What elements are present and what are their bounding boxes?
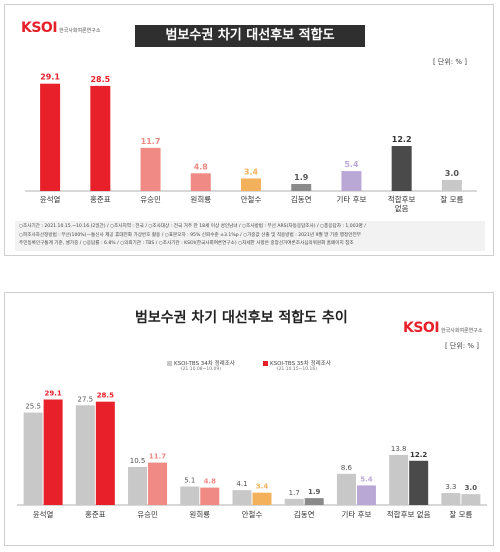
ksoi-logo: KSOI 한국사회여론연구소	[21, 17, 100, 36]
bar-series-34	[180, 486, 200, 505]
bar-chart-2: 25.529.1 윤석열 27.5 28.5 홍준표 10.511.7 유승민 5.1 4.8 원…	[17, 390, 487, 519]
chart-panel-2: 범보수권 차기 대선후보 적합도 추이 KSOI 한국사회여론연구소 [ 단위: …	[4, 292, 494, 546]
data-label: 3.0	[445, 169, 460, 178]
bar-series-35	[43, 399, 63, 505]
category-label: 유승민	[140, 194, 161, 204]
footnote-line: ○피조사자선정방법 : 무선(100%)—통신사 제공 휴대전화 가상번호 활용…	[19, 232, 361, 238]
category-label: 안철수	[242, 509, 263, 519]
legend-swatch	[263, 361, 268, 366]
bar-series-35	[200, 487, 220, 505]
data-label: 5.1	[184, 477, 195, 485]
legend-swatch	[167, 361, 172, 366]
bar-series-34	[128, 466, 148, 505]
bar-series-34	[441, 493, 461, 505]
category-label: 윤석열	[33, 509, 54, 519]
category-label: 적합후보	[388, 194, 416, 204]
category-label: 잘 모름	[449, 510, 472, 519]
bar-series-34	[336, 473, 356, 505]
data-label: 4.8	[204, 478, 217, 486]
data-label: 3.4	[256, 483, 269, 491]
logo-text: KSOI	[21, 20, 58, 36]
data-label: 12.2	[410, 451, 427, 459]
bar	[140, 147, 161, 191]
data-label: 1.9	[308, 488, 321, 496]
legend-period: (21.10.08~10.09)	[180, 367, 222, 372]
data-label: 3.4	[244, 167, 259, 176]
chart-title: 범보수권 차기 대선후보 적합도 추이	[135, 310, 348, 326]
category-label: 윤석열	[40, 194, 61, 204]
bar-chart-1: 29.1 윤석열 28.5 홍준표 11.7 유승민 4.8 원희룡 3.4 안철수 1.9 김동연 5…	[25, 73, 477, 213]
category-label: 기타 후보	[336, 195, 366, 204]
legend-period: (21.10.15~10.16)	[276, 367, 318, 372]
bar-series-35	[252, 492, 272, 505]
category-label: 안철수	[241, 194, 262, 204]
category-label: 유승민	[137, 509, 158, 519]
category-label: 적합후보 없음	[387, 509, 431, 519]
bar-series-34	[389, 454, 409, 505]
data-label: 8.6	[341, 464, 353, 472]
data-label: 11.7	[141, 137, 161, 146]
bar-series-35	[356, 485, 376, 505]
category-label: 없음	[395, 204, 409, 213]
bar	[40, 83, 61, 191]
data-label: 5.4	[344, 160, 359, 169]
chart-panel-1: KSOI 한국사회여론연구소 범보수권 차기 대선후보 적합도 [ 단위: % ]…	[4, 4, 494, 256]
category-label: 김동연	[291, 194, 312, 204]
bar-series-34	[232, 490, 252, 505]
bar-series-34	[75, 405, 95, 505]
data-label: 28.5	[90, 75, 110, 84]
data-label: 10.5	[130, 457, 146, 465]
category-label: 홍준표	[85, 509, 106, 519]
data-label: 29.1	[40, 73, 60, 82]
category-label: 김동연	[294, 509, 315, 519]
legend-item-34: KSOI-TBS 34차 정례조사 (21.10.08~10.09)	[167, 359, 235, 372]
unit-label: [ 단위: % ]	[432, 58, 467, 66]
category-label: 홍준표	[90, 194, 111, 204]
data-label: 13.8	[391, 445, 407, 453]
data-label: 25.5	[25, 403, 41, 411]
logo-text: KSOI	[403, 320, 440, 336]
legend-label: KSOI-TBS 34차 정례조사	[174, 361, 235, 367]
bar	[391, 146, 412, 191]
data-label: 11.7	[149, 453, 166, 461]
logo-subtitle: 한국사회여론연구소	[441, 328, 483, 334]
unit-label: [ 단위: % ]	[444, 342, 479, 350]
data-label: 3.3	[445, 483, 456, 491]
footnote-line: 주민등록인구통계 기준, 셀가중 / ○응답률 : 6.8% / ○의뢰기관 :…	[19, 241, 354, 246]
bar-series-35	[304, 498, 324, 505]
legend-item-35: KSOI-TBS 35차 정례조사 (21.10.15~10.16)	[263, 359, 331, 372]
data-label: 28.5	[97, 392, 114, 400]
bar-series-35	[461, 494, 481, 505]
ksoi-logo: KSOI 한국사회여론연구소	[403, 317, 482, 336]
bar	[291, 183, 312, 191]
logo-subtitle: 한국사회여론연구소	[59, 28, 101, 34]
data-label: 4.8	[194, 162, 209, 171]
legend-label: KSOI-TBS 35차 정례조사	[270, 361, 331, 367]
data-label: 4.1	[236, 480, 247, 488]
bar	[341, 171, 362, 191]
bar-series-34	[284, 498, 304, 505]
data-label: 29.1	[44, 390, 61, 398]
category-label: 원희룡	[189, 509, 210, 519]
bar	[90, 85, 111, 191]
bar	[441, 179, 462, 191]
data-label: 1.9	[294, 173, 309, 182]
bar-series-35	[148, 462, 168, 505]
chart-title: 범보수권 차기 대선후보 적합도	[135, 25, 365, 47]
category-label: 기타 후보	[341, 510, 371, 519]
bar	[241, 178, 261, 191]
bar-series-35	[409, 460, 429, 505]
data-label: 27.5	[78, 395, 94, 403]
category-label: 잘 모름	[440, 195, 463, 204]
bar	[190, 173, 211, 191]
bar-series-35	[95, 401, 115, 505]
survey-footnote: ○조사기간 : 2021.10.15.~10.16.(2일간) / ○조사지역 …	[15, 221, 485, 251]
data-label: 5.4	[360, 475, 373, 483]
bar-series-34	[23, 412, 43, 505]
data-label: 1.7	[289, 489, 300, 497]
category-label: 원희룡	[190, 194, 211, 204]
data-label: 3.0	[465, 484, 478, 492]
footnote-line: ○조사기간 : 2021.10.15.~10.16.(2일간) / ○조사지역 …	[19, 224, 366, 229]
data-label: 12.2	[392, 135, 412, 144]
